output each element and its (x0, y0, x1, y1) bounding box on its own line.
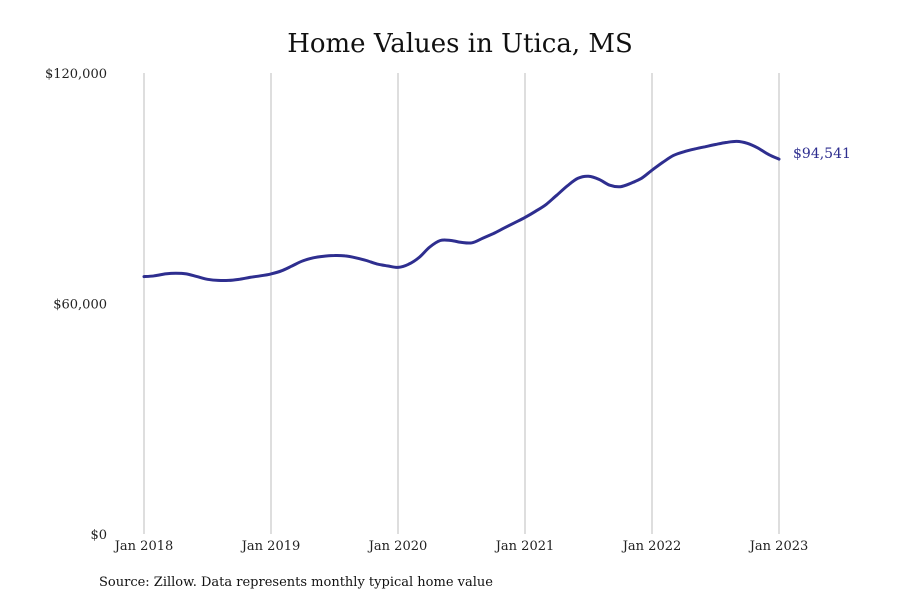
x-tick-label-4: Jan 2022 (621, 539, 682, 554)
x-axis-ticks: Jan 2018 Jan 2019 Jan 2020 Jan 2021 Jan 2022… (113, 539, 809, 554)
y-tick-label-2: $120,000 (45, 67, 107, 82)
gridlines (143, 73, 780, 534)
series-end-value-label: $94,541 (793, 146, 851, 162)
y-tick-label-0: $0 (90, 528, 107, 543)
x-tick-label-0: Jan 2018 (113, 539, 174, 554)
series-group: $94,541 (142, 139, 851, 283)
y-axis-ticks: $0 $60,000 $120,000 (45, 67, 107, 543)
series-line-0 (142, 139, 781, 283)
source-note: Source: Zillow. Data represents monthly … (99, 575, 493, 590)
chart-title: Home Values in Utica, MS (287, 29, 633, 59)
x-tick-label-2: Jan 2020 (367, 539, 428, 554)
x-tick-label-1: Jan 2019 (240, 539, 301, 554)
y-tick-label-1: $60,000 (53, 298, 107, 313)
x-tick-label-3: Jan 2021 (494, 539, 555, 554)
x-tick-label-5: Jan 2023 (748, 539, 809, 554)
